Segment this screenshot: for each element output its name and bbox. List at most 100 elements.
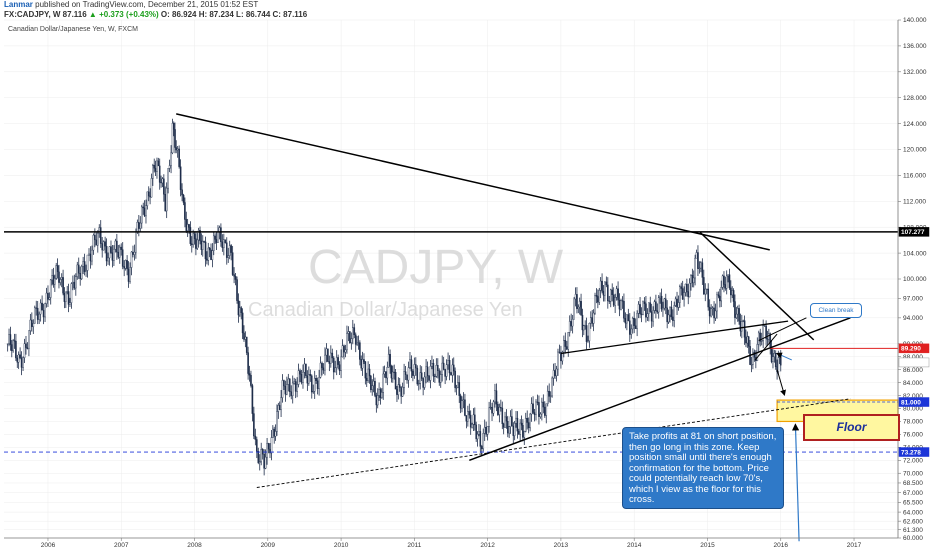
candle-body [607,284,609,302]
candle-body [251,385,254,414]
candle-body [570,321,572,327]
candle-body [406,374,408,381]
candle-body [142,206,145,209]
candle-body [660,295,663,310]
candle-body [241,312,244,334]
candle-body [597,296,599,303]
candle-body [270,437,273,454]
y-tick-label: 64.000 [903,509,923,516]
candle-body [94,234,96,241]
candle-body [580,301,582,316]
x-tick-label: 2009 [261,542,276,549]
candle-body [677,302,680,308]
candle-body [657,297,660,313]
candle-body [774,353,777,368]
candle-body [118,246,121,258]
candle-body [757,332,760,345]
y-tick-label: 70.000 [903,470,923,477]
candle-body [163,178,165,195]
candle-body [127,268,130,282]
wedge-break-line [758,317,807,341]
candle-body [626,314,628,324]
candle-body [451,364,454,376]
candle-body [471,424,473,428]
candle-body [52,275,55,285]
candle-body [529,413,531,429]
candle-body [167,168,169,189]
candle-body [85,270,87,272]
trendlines [176,113,851,488]
candle-body [299,370,301,375]
candle-body [581,314,584,331]
candle-body [92,234,95,251]
price-tag [898,343,930,354]
candle-body [458,382,461,396]
y-tick-label: 140.000 [903,17,927,24]
candle-body [697,252,699,269]
author-link[interactable]: Lanmar [4,0,33,9]
candle-body [551,377,553,397]
candle-body [739,321,742,332]
candle-body [664,298,667,309]
candle-body [199,230,201,242]
y-tick-label: 60.000 [903,535,923,542]
y-tick-label: 84.000 [903,380,923,387]
candle-body [288,378,291,392]
candle-body [207,247,210,261]
candle-body [396,388,398,395]
candle-body [273,428,276,437]
candle-body [161,178,164,184]
candle-body [694,257,696,279]
candle-body [10,344,13,351]
candle-body [714,310,717,319]
down-arrow [776,369,786,397]
candle-body [153,165,156,169]
candle-body [357,342,360,344]
candle-body [184,202,186,220]
candle-body [650,311,653,322]
candle-body [639,304,641,315]
price-change: ▲ +0.373 (+0.43%) [86,10,159,19]
candle-body [772,356,774,362]
y-tick-label: 67.000 [903,490,923,497]
y-tick-label: 132.000 [903,69,927,76]
candle-body [541,401,543,415]
candle-body [747,336,750,347]
candle-body [655,301,657,311]
candle-body [614,297,616,306]
candle-body [193,233,196,239]
candle-body [274,431,277,437]
candle-body [130,251,133,268]
candle-body [108,246,111,259]
candle-body [548,390,550,397]
candle-body [486,426,489,435]
candle-body [387,353,390,368]
y-tick-label: 61.300 [903,527,923,534]
candle-body [576,294,578,309]
candle-body [354,334,357,345]
candle-body [585,325,588,342]
candle-body [233,274,235,277]
candle-body [713,307,715,319]
candle-body [588,323,591,342]
candle-body [445,364,448,377]
candle-body [203,241,205,243]
candle-body [334,367,337,373]
candle-body [681,288,684,300]
candle-body [770,346,773,362]
candle-body [642,301,644,315]
candle-body [331,352,334,359]
candle-body [133,251,136,255]
y-tick-label: 97.000 [903,296,923,303]
candle-body [425,366,427,378]
candle-body [599,280,602,291]
candle-body [723,275,725,285]
candle-body [454,370,456,388]
chart-title: Canadian Dollar/Japanese Yen, W, FXCM [8,26,138,33]
candle-body [174,129,176,148]
candle-body [322,367,325,371]
candle-body [29,319,32,332]
candle-body [215,239,218,243]
